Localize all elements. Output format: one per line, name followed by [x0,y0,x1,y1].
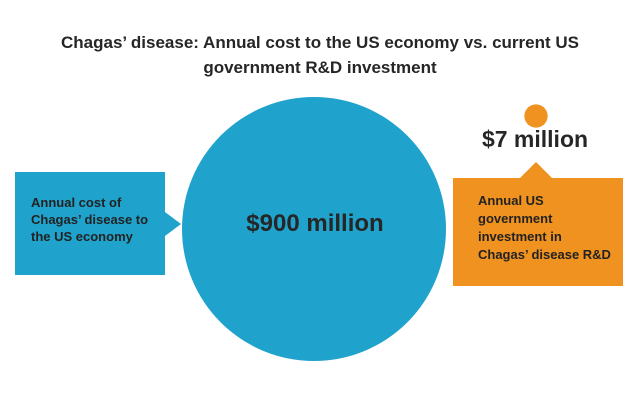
chart-title-line-2: government R&D investment [203,58,437,77]
cost-value-label: $900 million [246,210,384,237]
investment-description-line-3: investment in [478,229,562,244]
investment-description-line-1: Annual US [478,193,544,208]
investment-description-line-4: Chagas’ disease R&D [478,247,611,262]
chart-title: Chagas’ disease: Annual cost to the US e… [40,30,600,80]
cost-bubble [182,97,446,361]
investment-bubble [524,104,548,128]
investment-value-label: $7 million [481,126,589,152]
chart-title-line-1: Chagas’ disease: Annual cost to the US e… [60,33,579,52]
cost-callout: Annual cost of Chagas’ disease to the US… [15,172,165,275]
investment-description-line-2: government [478,211,553,226]
cost-description-line-2: Chagas’ disease to [31,212,149,227]
cost-callout-pointer [165,212,181,236]
cost-description-line-3: the US economy [31,229,133,244]
investment-callout: Annual US government investment in Chaga… [453,178,623,286]
investment-callout-pointer [520,162,552,178]
cost-description-line-1: Annual cost of [31,195,122,210]
